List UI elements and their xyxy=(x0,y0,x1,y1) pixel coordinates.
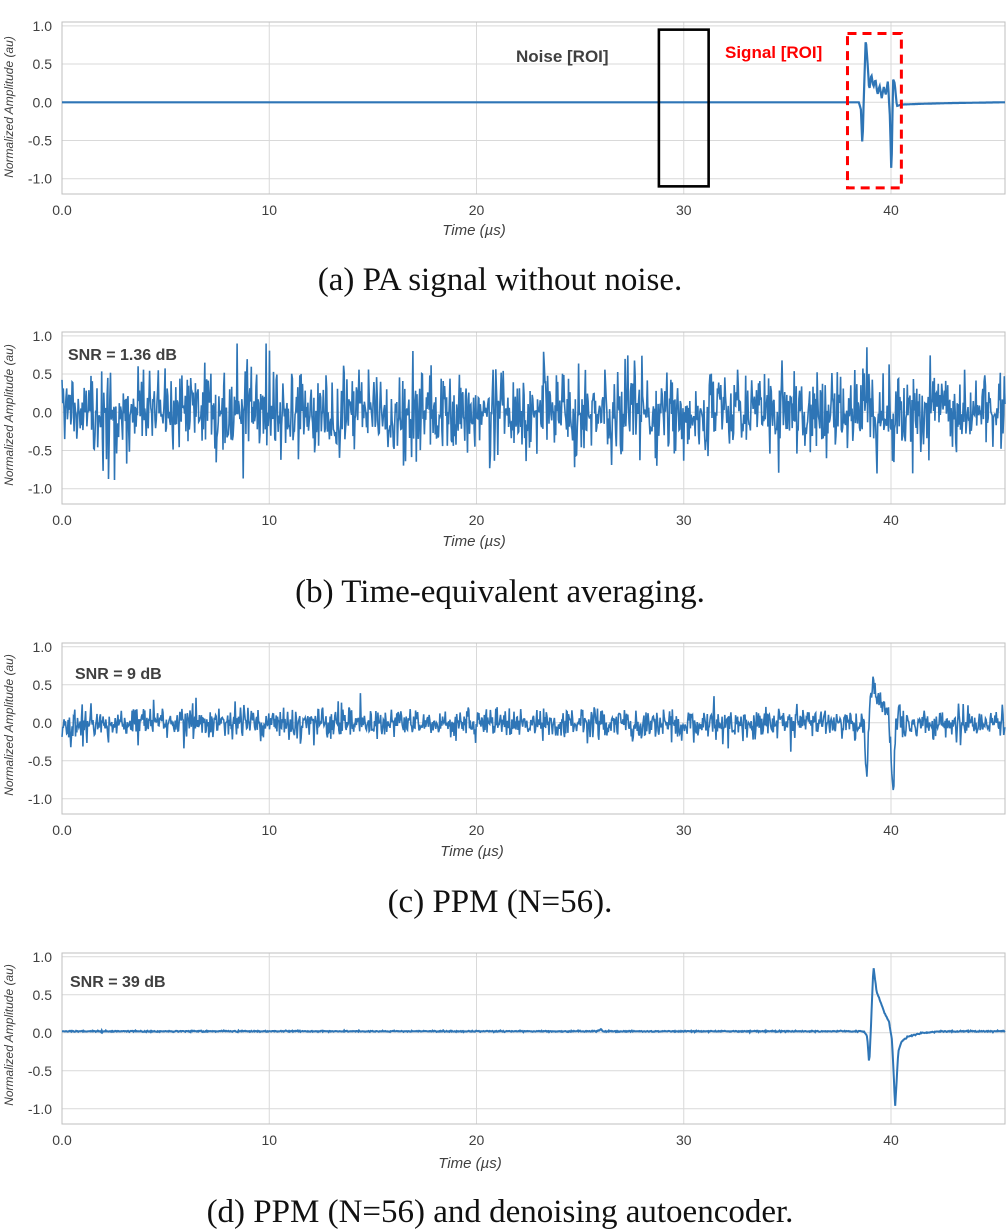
y-ticks-b: 1.0 0.5 0.0 -0.5 -1.0 xyxy=(28,328,52,497)
noise-roi-box xyxy=(657,28,710,188)
caption-c: (c) PPM (N=56). xyxy=(388,884,613,920)
x-tick-label-b: 30 xyxy=(676,512,692,528)
caption-a: (a) PA signal without noise. xyxy=(318,262,683,298)
y-axis-label-a: Normalized Amplitude (au) xyxy=(2,36,16,178)
y-tick-label-b: -0.5 xyxy=(28,442,52,458)
y-tick-label-c: -0.5 xyxy=(28,753,52,769)
x-ticks-b: 0.0 10 20 30 40 xyxy=(52,512,899,528)
x-tick-label-c: 10 xyxy=(261,822,277,838)
x-tick-label-a: 0.0 xyxy=(52,202,72,218)
x-tick-label-c: 20 xyxy=(469,822,485,838)
x-ticks-c: 0.0 10 20 30 40 xyxy=(52,822,899,838)
x-tick-label-c: 40 xyxy=(883,822,899,838)
y-tick-label-d: 0.5 xyxy=(33,987,53,1003)
y-tick-label-b: 1.0 xyxy=(33,328,53,344)
x-tick-label-c: 30 xyxy=(676,822,692,838)
plot-frame-d xyxy=(61,952,1006,1125)
y-tick-label-a: 1.0 xyxy=(33,18,53,34)
x-tick-label-b: 40 xyxy=(883,512,899,528)
x-tick-label-d: 20 xyxy=(469,1132,485,1148)
caption-d: (d) PPM (N=56) and denoising autoencoder… xyxy=(207,1194,794,1230)
x-tick-label-b: 20 xyxy=(469,512,485,528)
noise-roi-label: Noise [ROI] xyxy=(516,47,609,66)
x-ticks-d: 0.0 10 20 30 40 xyxy=(52,1132,899,1148)
y-tick-label-a: 0.5 xyxy=(33,56,53,72)
x-tick-label-c: 0.0 xyxy=(52,822,72,838)
y-tick-label-a: 0.0 xyxy=(33,94,53,110)
x-tick-label-a: 30 xyxy=(676,202,692,218)
x-axis-label-b: Time (µs) xyxy=(442,533,506,550)
snr-label-d: SNR = 39 dB xyxy=(70,974,166,991)
series-line-b xyxy=(61,343,1006,481)
panel-c: 1.0 0.5 0.0 -0.5 -1.0 0.0 10 20 30 40 SNR = 9 dB… xyxy=(2,639,1006,920)
x-tick-label-a: 40 xyxy=(883,202,899,218)
x-tick-label-d: 30 xyxy=(676,1132,692,1148)
plot-frame-a xyxy=(61,21,1006,195)
x-tick-label-d: 10 xyxy=(261,1132,277,1148)
y-ticks-a: 1.0 0.5 0.0 -0.5 -1.0 xyxy=(28,18,52,187)
x-tick-label-a: 20 xyxy=(469,202,485,218)
y-ticks-d: 1.0 0.5 0.0 -0.5 -1.0 xyxy=(28,949,52,1117)
panel-b: 1.0 0.5 0.0 -0.5 -1.0 0.0 10 20 30 40 SNR = 1.36… xyxy=(2,328,1006,610)
plot-frame-b xyxy=(61,331,1006,505)
y-tick-label-c: 1.0 xyxy=(33,639,53,655)
series-line-c xyxy=(61,676,1006,791)
y-tick-label-d: 1.0 xyxy=(33,949,53,965)
panel-a: 1.0 0.5 0.0 -0.5 -1.0 0.0 10 20 30 40 Noise [ROI… xyxy=(2,18,1006,298)
y-tick-label-a: -0.5 xyxy=(28,132,52,148)
y-tick-label-c: 0.0 xyxy=(33,715,53,731)
x-tick-label-d: 40 xyxy=(883,1132,899,1148)
series-line-d xyxy=(62,968,1006,1106)
y-axis-label-d: Normalized Amplitude (au) xyxy=(2,964,16,1106)
y-tick-label-b: 0.0 xyxy=(33,404,53,420)
snr-label-c: SNR = 9 dB xyxy=(75,666,162,683)
x-axis-label-a: Time (µs) xyxy=(442,222,506,239)
y-axis-label-b: Normalized Amplitude (au) xyxy=(2,344,16,486)
panel-d: 1.0 0.5 0.0 -0.5 -1.0 0.0 10 20 30 40 SNR = 39 d… xyxy=(2,949,1006,1230)
y-tick-label-d: -1.0 xyxy=(28,1101,52,1117)
signal-roi-label: Signal [ROI] xyxy=(725,43,822,62)
y-tick-label-b: 0.5 xyxy=(33,366,53,382)
grid-d xyxy=(61,952,1006,1125)
x-axis-label-d: Time (µs) xyxy=(438,1155,502,1172)
y-tick-label-b: -1.0 xyxy=(28,481,52,497)
x-tick-label-a: 10 xyxy=(261,202,277,218)
y-tick-label-d: -0.5 xyxy=(28,1063,52,1079)
caption-b: (b) Time-equivalent averaging. xyxy=(295,574,705,610)
x-tick-label-b: 0.0 xyxy=(52,512,72,528)
y-tick-label-c: -1.0 xyxy=(28,791,52,807)
x-ticks-a: 0.0 10 20 30 40 xyxy=(52,202,899,218)
y-ticks-c: 1.0 0.5 0.0 -0.5 -1.0 xyxy=(28,639,52,807)
y-tick-label-d: 0.0 xyxy=(33,1025,53,1041)
snr-label-b: SNR = 1.36 dB xyxy=(68,347,177,364)
x-tick-label-d: 0.0 xyxy=(52,1132,72,1148)
x-tick-label-b: 10 xyxy=(261,512,277,528)
y-tick-label-c: 0.5 xyxy=(33,677,53,693)
y-axis-label-c: Normalized Amplitude (au) xyxy=(2,654,16,796)
y-tick-label-a: -1.0 xyxy=(28,171,52,187)
x-axis-label-c: Time (µs) xyxy=(440,843,504,860)
